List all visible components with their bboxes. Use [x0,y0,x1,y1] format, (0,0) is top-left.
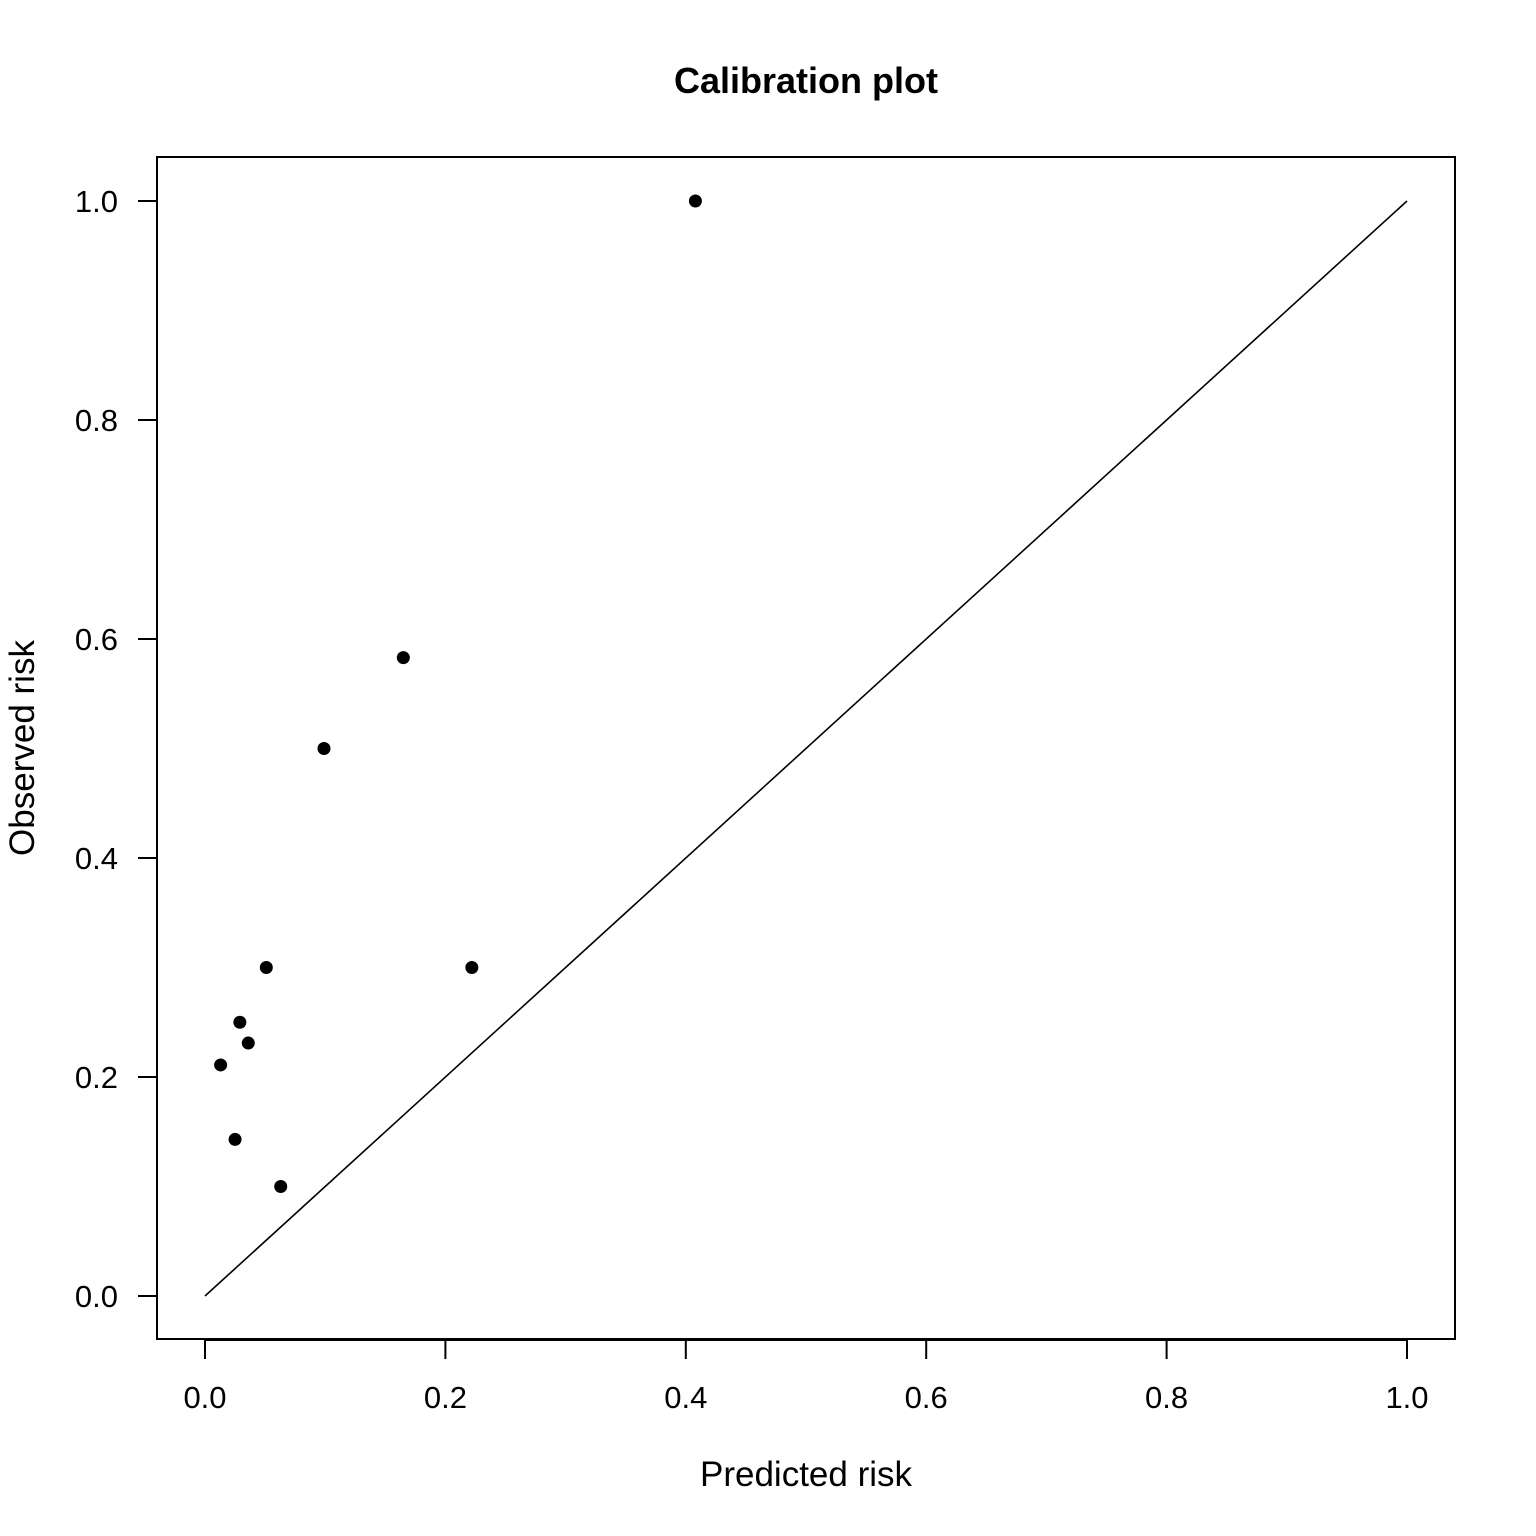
data-point [465,961,479,974]
y-axis: 0.0 0.2 0.4 0.6 0.8 1.0 [75,184,158,1314]
x-tick-label: 0.2 [424,1380,467,1415]
y-tick-label: 0.6 [75,622,118,657]
y-tick-label: 0.2 [75,1060,118,1095]
y-tick-label: 0.4 [75,841,118,876]
data-point [259,961,273,974]
data-point [274,1180,288,1193]
reference-diagonal-line [204,200,1408,1297]
data-point [688,194,702,208]
data-point [214,1058,228,1072]
data-point [241,1036,255,1050]
y-tick-label: 0.8 [75,403,118,438]
data-point [233,1015,247,1029]
x-tick-label: 1.0 [1385,1380,1428,1415]
data-point [228,1132,242,1146]
x-tick-label: 0.8 [1145,1380,1188,1415]
chart-title: Calibration plot [674,60,938,101]
x-axis-label: Predicted risk [700,1455,913,1494]
x-tick-label: 0.4 [664,1380,707,1415]
x-tick-label: 0.6 [905,1380,948,1415]
y-axis-label: Observed risk [3,640,42,856]
x-axis: 0.0 0.2 0.4 0.6 0.8 1.0 [183,1339,1429,1415]
x-tick-label: 0.0 [183,1380,226,1415]
data-points [214,194,702,1193]
y-tick-label: 1.0 [75,184,118,219]
data-point [396,651,410,665]
data-point [317,742,331,755]
y-tick-label: 0.0 [75,1279,118,1314]
